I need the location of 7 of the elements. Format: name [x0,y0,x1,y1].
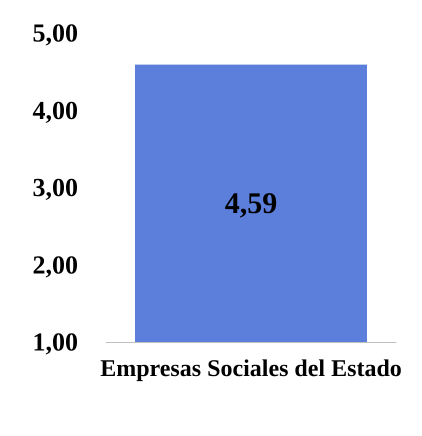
y-tick-label: 4,00 [32,96,78,125]
y-tick-label: 1,00 [32,328,78,356]
y-tick-label: 2,00 [32,250,78,280]
x-tick-label: Empresas Sociales del Estado [100,356,402,382]
data-label: 4,59 [224,186,278,220]
y-tick-label: 3,00 [32,173,78,202]
y-tick-label: 5,00 [32,18,78,48]
